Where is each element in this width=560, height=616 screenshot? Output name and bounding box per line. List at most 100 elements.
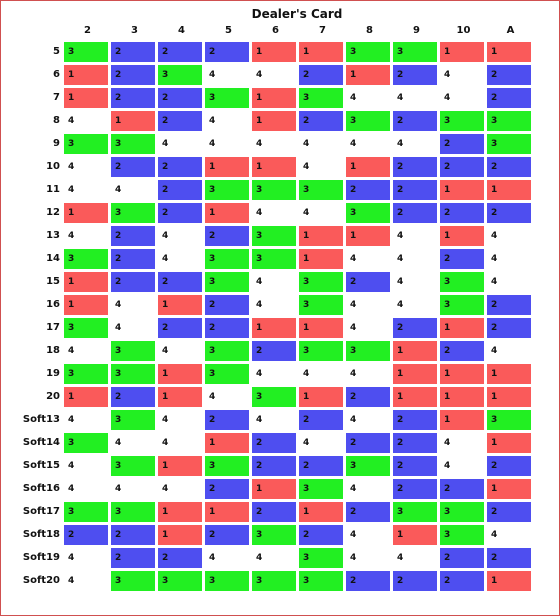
table-cell: 4 <box>256 139 263 149</box>
table-cell: 2 <box>158 203 202 223</box>
row-label: 7 <box>53 92 60 103</box>
table-cell: 2 <box>393 456 437 476</box>
table-cell: 4 <box>397 139 404 149</box>
row-label: 5 <box>53 46 60 57</box>
table-cell: 3 <box>440 502 484 522</box>
table-cell: 2 <box>111 42 155 62</box>
table-cell: 3 <box>299 341 343 361</box>
table-cell: 4 <box>491 530 498 540</box>
table-cell: 2 <box>299 525 343 545</box>
table-cell: 4 <box>162 484 169 494</box>
table-cell: 1 <box>393 525 437 545</box>
table-cell: 1 <box>440 387 484 407</box>
table-cell: 4 <box>115 300 122 310</box>
table-cell: 3 <box>252 387 296 407</box>
table-cell: 2 <box>158 318 202 338</box>
row-label: Soft20 <box>22 575 60 586</box>
table-cell: 3 <box>64 42 108 62</box>
table-cell: 1 <box>205 502 249 522</box>
table-cell: 2 <box>158 111 202 131</box>
table-cell: 4 <box>350 484 357 494</box>
table-cell: 3 <box>346 456 390 476</box>
table-cell: 2 <box>205 410 249 430</box>
table-cell: 2 <box>111 548 155 568</box>
table-cell: 3 <box>205 88 249 108</box>
table-cell: 4 <box>350 93 357 103</box>
table-cell: 2 <box>252 341 296 361</box>
table-cell: 3 <box>487 111 531 131</box>
table-cell: 1 <box>252 88 296 108</box>
table-cell: 4 <box>444 438 451 448</box>
table-cell: 4 <box>256 415 263 425</box>
table-cell: 2 <box>205 42 249 62</box>
table-cell: 3 <box>111 134 155 154</box>
row-label: Soft13 <box>22 414 60 425</box>
row-label: 19 <box>46 368 60 379</box>
row-label: Soft16 <box>22 483 60 494</box>
column-header: 6 <box>272 25 279 36</box>
table-cell: 3 <box>205 249 249 269</box>
table-cell: 2 <box>393 111 437 131</box>
table-cell: 2 <box>299 456 343 476</box>
table-cell: 3 <box>158 65 202 85</box>
row-label: Soft15 <box>22 460 60 471</box>
table-cell: 3 <box>205 456 249 476</box>
column-header: A <box>506 25 515 36</box>
table-cell: 3 <box>440 272 484 292</box>
table-cell: 2 <box>252 502 296 522</box>
row-label: 16 <box>46 299 60 310</box>
table-cell: 2 <box>440 203 484 223</box>
table-cell: 1 <box>487 364 531 384</box>
table-cell: 4 <box>115 438 122 448</box>
row-label: 12 <box>46 207 60 218</box>
table-cell: 3 <box>205 571 249 591</box>
table-cell: 1 <box>440 364 484 384</box>
table-cell: 2 <box>440 341 484 361</box>
row-label: 17 <box>46 322 60 333</box>
table-cell: 4 <box>397 254 404 264</box>
table-cell: 3 <box>205 364 249 384</box>
table-cell: 2 <box>346 272 390 292</box>
table-cell: 4 <box>350 254 357 264</box>
table-cell: 2 <box>205 226 249 246</box>
table-cell: 4 <box>303 139 310 149</box>
table-cell: 4 <box>303 162 310 172</box>
row-label: 13 <box>46 230 60 241</box>
table-cell: 2 <box>64 525 108 545</box>
table-cell: 2 <box>393 479 437 499</box>
table-cell: 2 <box>111 387 155 407</box>
table-cell: 4 <box>444 461 451 471</box>
table-cell: 1 <box>299 318 343 338</box>
row-label: 18 <box>46 345 60 356</box>
table-cell: 4 <box>162 438 169 448</box>
table-cell: 1 <box>299 249 343 269</box>
table-cell: 3 <box>111 571 155 591</box>
table-cell: 1 <box>64 65 108 85</box>
table-cell: 2 <box>346 502 390 522</box>
table-cell: 3 <box>64 134 108 154</box>
row-label: Soft18 <box>22 529 60 540</box>
table-cell: 3 <box>487 134 531 154</box>
table-cell: 2 <box>299 111 343 131</box>
table-cell: 4 <box>397 553 404 563</box>
table-cell: 4 <box>115 185 122 195</box>
table-cell: 1 <box>158 295 202 315</box>
table-cell: 2 <box>205 318 249 338</box>
table-cell: 4 <box>68 346 75 356</box>
table-cell: 3 <box>205 180 249 200</box>
table-cell: 4 <box>491 231 498 241</box>
table-cell: 1 <box>440 180 484 200</box>
table-cell: 2 <box>393 318 437 338</box>
table-cell: 1 <box>158 525 202 545</box>
table-cell: 4 <box>115 323 122 333</box>
row-label: Soft17 <box>22 506 60 517</box>
table-cell: 3 <box>299 571 343 591</box>
table-cell: 2 <box>111 157 155 177</box>
table-cell: 2 <box>440 571 484 591</box>
table-cell: 2 <box>440 134 484 154</box>
table-cell: 1 <box>64 88 108 108</box>
table-cell: 4 <box>209 70 216 80</box>
table-cell: 2 <box>111 249 155 269</box>
table-cell: 4 <box>303 438 310 448</box>
